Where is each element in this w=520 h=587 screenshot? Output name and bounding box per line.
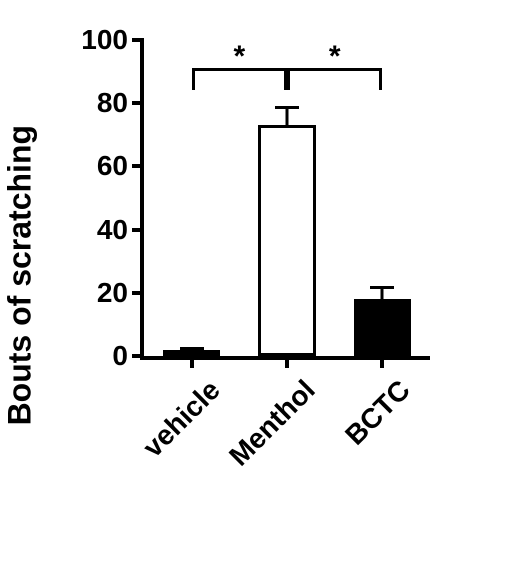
x-tick bbox=[285, 356, 289, 368]
y-tick bbox=[132, 291, 144, 295]
y-tick bbox=[132, 228, 144, 232]
error-cap bbox=[180, 347, 204, 350]
y-tick-label: 100 bbox=[81, 24, 128, 56]
x-tick bbox=[380, 356, 384, 368]
significance-star: * bbox=[233, 42, 245, 72]
significance-star: * bbox=[329, 42, 341, 72]
bar-chart: Bouts of scratching 020406080100vehicleM… bbox=[50, 30, 470, 550]
y-tick-label: 40 bbox=[97, 214, 128, 246]
plot-area: 020406080100vehicleMentholBCTC** bbox=[140, 40, 430, 360]
error-cap bbox=[370, 286, 394, 289]
y-tick-label: 80 bbox=[97, 87, 128, 119]
y-tick bbox=[132, 101, 144, 105]
y-tick bbox=[132, 38, 144, 42]
x-tick bbox=[190, 356, 194, 368]
bar bbox=[258, 125, 315, 356]
y-tick-label: 60 bbox=[97, 150, 128, 182]
y-axis-label: Bouts of scratching bbox=[2, 125, 39, 425]
y-tick bbox=[132, 354, 144, 358]
error-cap bbox=[275, 106, 299, 109]
y-tick-label: 20 bbox=[97, 277, 128, 309]
y-tick bbox=[132, 164, 144, 168]
y-tick-label: 0 bbox=[112, 340, 128, 372]
bar bbox=[354, 299, 411, 356]
